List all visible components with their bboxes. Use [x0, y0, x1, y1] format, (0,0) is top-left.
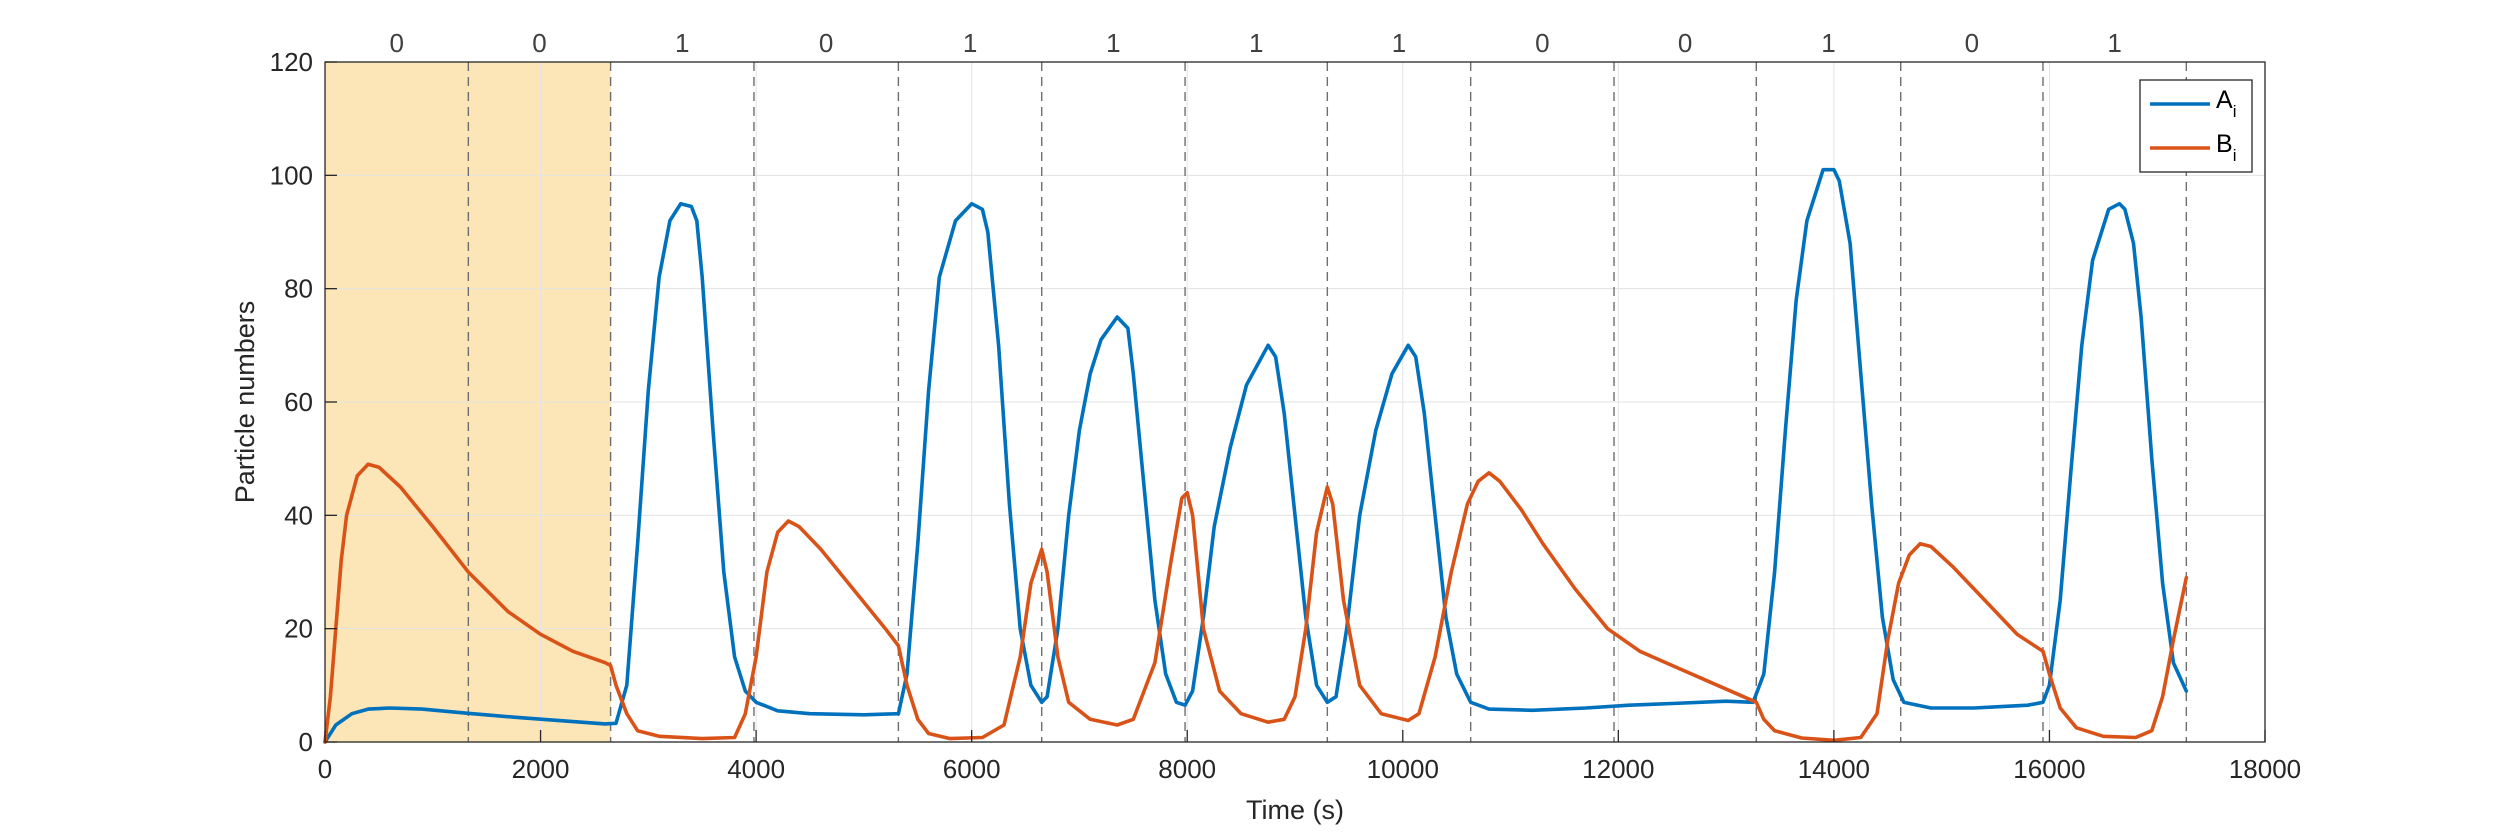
x-tick-label: 10000	[1367, 754, 1439, 784]
segment-label: 1	[1106, 28, 1120, 58]
segment-label: 0	[1965, 28, 1979, 58]
y-axis-title: Particle numbers	[230, 301, 260, 504]
legend-label-subscript: i	[2233, 146, 2237, 165]
x-tick-label: 18000	[2229, 754, 2301, 784]
x-tick-label: 2000	[512, 754, 570, 784]
legend-label-subscript: i	[2233, 102, 2237, 121]
segment-label: 1	[2107, 28, 2121, 58]
segment-label: 1	[1249, 28, 1263, 58]
series-layer	[323, 167, 2189, 744]
legend-box	[2139, 79, 2253, 173]
x-axis-title: Time (s)	[1246, 795, 1344, 825]
legend-label-main: B	[2216, 130, 2233, 158]
segment-label: 1	[1821, 28, 1835, 58]
segment-label: 1	[1392, 28, 1406, 58]
y-tick-label: 100	[270, 160, 313, 190]
segment-label: 1	[963, 28, 977, 58]
x-tick-label: 12000	[1582, 754, 1654, 784]
y-tick-label: 40	[284, 500, 313, 530]
boundary-layer	[467, 62, 2188, 742]
x-tick-label: 4000	[727, 754, 785, 784]
series-line-a	[323, 167, 2189, 744]
x-tick-label: 0	[318, 754, 332, 784]
legend-label-a: Ai	[2216, 86, 2236, 121]
y-tick-label: 0	[299, 727, 313, 757]
x-tick-label: 16000	[2013, 754, 2085, 784]
legend-label-main: A	[2216, 86, 2233, 114]
segment-label: 0	[1535, 28, 1549, 58]
x-tick-label: 8000	[1158, 754, 1216, 784]
tick-layer: 0 2000 4000 6000 8000 10000 12000 14000 16000 180…	[270, 47, 2302, 784]
y-tick-label: 120	[270, 47, 313, 77]
segment-label: 1	[675, 28, 689, 58]
x-tick-label: 6000	[943, 754, 1001, 784]
segment-label: 0	[819, 28, 833, 58]
y-tick-label: 80	[284, 274, 313, 304]
series-line-b	[323, 462, 2189, 744]
x-tick-label: 14000	[1798, 754, 1870, 784]
segment-label: 0	[1678, 28, 1692, 58]
y-tick-label: 20	[284, 614, 313, 644]
segment-label-layer: 0 0 1 0 1 1 1 1 0 0 1 0 1	[389, 28, 2121, 58]
legend-label-b: Bi	[2216, 130, 2236, 165]
y-tick-label: 60	[284, 387, 313, 417]
segment-label: 0	[532, 28, 546, 58]
segment-label: 0	[389, 28, 403, 58]
